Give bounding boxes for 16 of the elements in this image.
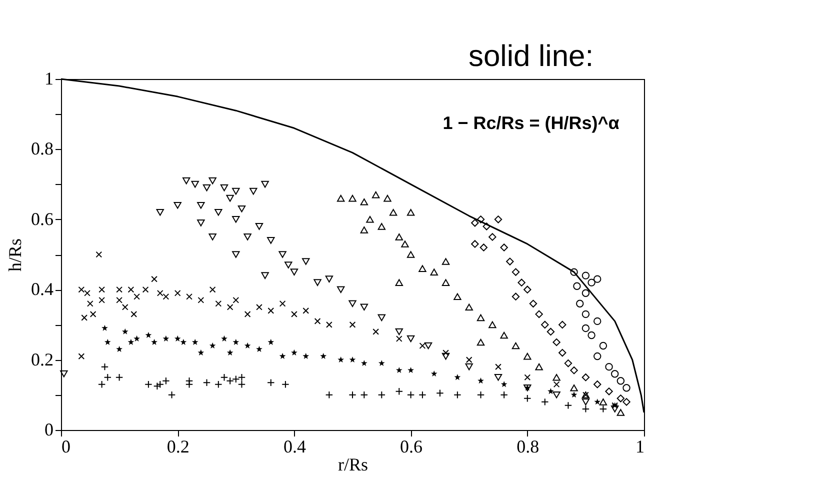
y-tick-label: 0 <box>44 420 54 440</box>
y-tick-label: 0.2 <box>31 349 54 370</box>
annotation: 1 − Rc/Rs = (H/Rs)^α <box>442 113 620 133</box>
x-axis-title: r/Rs <box>338 454 368 474</box>
y-tick-label: 0.8 <box>31 138 54 159</box>
y-axis-title: h/Rs <box>5 238 25 272</box>
x-tick-label: 0.6 <box>400 436 423 456</box>
y-tick-label: 0.4 <box>31 279 54 300</box>
text: solid line: <box>468 40 594 73</box>
x-tick-label: 0.8 <box>516 436 540 456</box>
x-tick-label: 1 <box>636 436 644 456</box>
x-tick-label: 0.4 <box>283 436 306 456</box>
y-tick-label: 1 <box>44 68 54 88</box>
y-tick-label: 0.6 <box>31 208 54 229</box>
x-tick-label: 0.2 <box>166 436 190 456</box>
x-tick-label: 0 <box>62 436 70 456</box>
